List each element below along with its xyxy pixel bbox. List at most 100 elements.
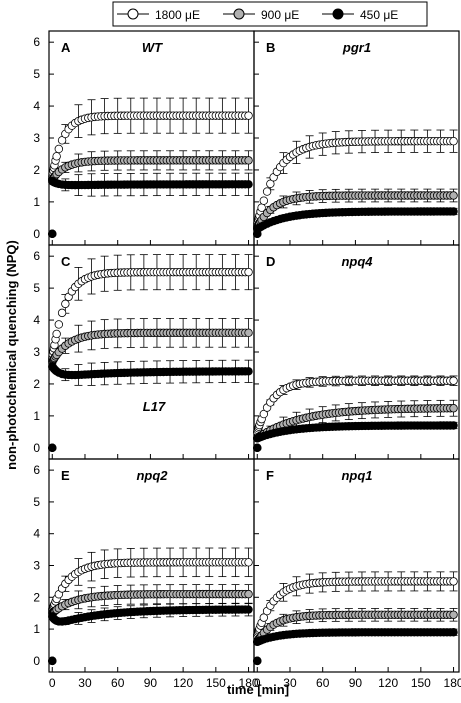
data-point: [449, 404, 458, 413]
data-point: [449, 207, 458, 216]
data-point: [48, 229, 57, 239]
data-point: [449, 136, 458, 146]
panel-title: L17: [143, 399, 166, 414]
legend-item-1800-e: 1800 μE: [117, 8, 200, 22]
x-tick-label: 0: [254, 676, 261, 690]
panel-letter: E: [61, 468, 70, 483]
y-axis-label: non-photochemical quenching (NPQ): [4, 240, 19, 470]
y-tick-label: 4: [33, 527, 40, 541]
legend-marker: [332, 8, 344, 20]
x-tick-label: 180: [444, 676, 461, 690]
y-tick-label: 2: [33, 377, 40, 391]
data-point: [61, 299, 70, 309]
y-tick-label: 5: [33, 67, 40, 81]
x-tick-label: 120: [173, 676, 193, 690]
panel-c: 0 1 2 3 4 5 6 C L17: [33, 244, 255, 460]
data-point: [244, 589, 253, 599]
x-tick-label: 30: [78, 676, 92, 690]
data-point: [253, 443, 262, 453]
legend-label: 450 μE: [360, 8, 398, 22]
x-tick-label: 90: [144, 676, 158, 690]
data-point: [449, 577, 458, 586]
data-point: [54, 320, 64, 329]
panel-frame: [48, 30, 255, 246]
data-point: [244, 605, 253, 614]
data-point: [244, 367, 253, 376]
legend-marker: [233, 8, 245, 20]
x-tick-label: 120: [378, 676, 398, 690]
data-point: [244, 328, 253, 338]
series-900-e: [253, 188, 458, 239]
y-tick-label: 4: [33, 99, 40, 113]
y-tick-label: 4: [33, 313, 40, 327]
y-tick-label: 3: [33, 559, 40, 573]
y-tick-label: 1: [33, 622, 40, 636]
legend-item-450-e: 450 μE: [322, 8, 398, 22]
series-450-e: [48, 359, 253, 453]
series-450-e: [48, 172, 253, 239]
y-tick-label: 0: [33, 441, 40, 455]
data-point: [48, 656, 57, 666]
y-tick-label: 3: [33, 345, 40, 359]
y-tick-label: 1: [33, 195, 40, 209]
data-point: [57, 308, 67, 318]
x-tick-label: 30: [283, 676, 297, 690]
data-point: [48, 443, 57, 453]
data-point: [449, 610, 458, 619]
legend-box: [112, 1, 428, 27]
data-point: [266, 179, 275, 189]
panel-title: npq2: [136, 468, 168, 483]
data-point: [449, 628, 458, 637]
panel-title: npq4: [341, 254, 373, 269]
legend: 1800 μE 900 μE 450 μE: [112, 1, 428, 27]
panel-frame: [253, 458, 460, 673]
y-tick-label: 3: [33, 131, 40, 145]
data-point: [244, 267, 253, 277]
x-tick-label: 90: [349, 676, 363, 690]
series-1800-e: [48, 254, 253, 453]
panel-a: 0 1 2 3 4 5 6 A WT: [33, 30, 255, 246]
panel-letter: D: [266, 254, 275, 269]
legend-label: 900 μE: [261, 8, 299, 22]
y-tick-label: 6: [33, 463, 40, 477]
panel-title: pgr1: [342, 40, 371, 55]
data-point: [449, 421, 458, 430]
data-point: [54, 144, 64, 154]
panel-letter: C: [61, 254, 71, 269]
y-tick-label: 2: [33, 163, 40, 177]
data-point: [244, 156, 253, 165]
data-point: [52, 152, 61, 161]
series-450-e: [253, 628, 458, 666]
data-point: [244, 180, 253, 189]
legend-label: 1800 μE: [155, 8, 200, 22]
series-900-e: [48, 150, 253, 239]
y-tick-label: 2: [33, 590, 40, 604]
data-point: [259, 613, 269, 622]
panel-letter: F: [266, 468, 274, 483]
data-point: [253, 656, 262, 666]
y-tick-label: 0: [33, 654, 40, 668]
data-point: [262, 187, 272, 196]
series-450-e: [253, 421, 458, 453]
data-point: [244, 558, 253, 567]
x-tick-label: 180: [239, 676, 259, 690]
data-point: [244, 111, 253, 120]
x-tick-label: 0: [49, 676, 56, 690]
panel-f: 0 30 60 90 120 150 180 F npq1: [253, 458, 461, 690]
panel-letter: B: [266, 40, 275, 55]
x-tick-label: 60: [111, 676, 125, 690]
x-axis-label: time [min]: [227, 682, 289, 697]
data-point: [449, 191, 458, 200]
x-tick-label: 60: [316, 676, 330, 690]
legend-item-900-e: 900 μE: [223, 8, 299, 22]
data-point: [52, 329, 61, 339]
y-tick-label: 6: [33, 35, 40, 49]
y-tick-label: 0: [33, 227, 40, 241]
y-tick-label: 1: [33, 409, 40, 423]
series-450-e: [48, 602, 253, 666]
data-point: [259, 196, 269, 205]
